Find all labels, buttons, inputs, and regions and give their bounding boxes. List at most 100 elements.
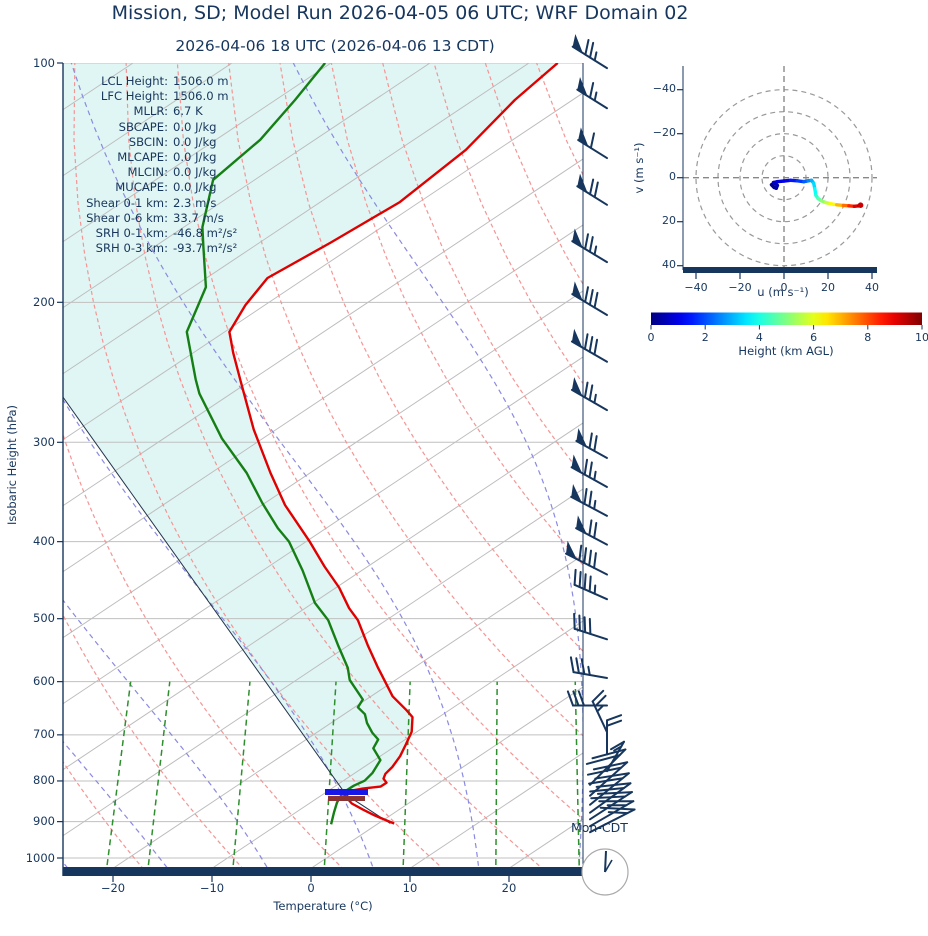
hodograph-y-tick-label: −20: [652, 126, 676, 140]
pressure-tick-label: 500: [33, 611, 55, 626]
barb-feather: [589, 41, 595, 59]
hodograph-x-tick-label: 0: [780, 281, 788, 294]
colorbar-tick-label: 10: [915, 331, 928, 344]
dry-adiabat-line: [896, 63, 928, 875]
barb-pennant: [572, 228, 583, 248]
barb-feather: [588, 336, 594, 353]
surface-bar: [63, 867, 583, 876]
barb-staff: [565, 552, 608, 576]
barb-feather: [588, 519, 593, 537]
barb-feather: [572, 690, 580, 707]
barb-pennant: [576, 515, 587, 534]
barb-feather: [585, 754, 621, 765]
stat-row: Shear 0-6 km: 33.7 m/s: [56, 211, 237, 226]
barb-staff: [575, 439, 608, 459]
barb-feather: [592, 761, 629, 771]
barb-half-feather: [593, 584, 597, 595]
stat-label: MLLR:: [133, 104, 168, 119]
temperature-tick-label: 20: [501, 881, 517, 895]
barb-feather: [588, 777, 624, 785]
stat-value: 0.0 J/kg: [173, 165, 217, 180]
temperature-tick-label: −20: [100, 881, 126, 895]
barb-feather: [589, 178, 595, 196]
barb-feather: [583, 573, 587, 591]
barb-feather: [606, 714, 623, 722]
temperature-axis-label: Temperature (°C): [273, 899, 373, 913]
barb-pennant: [578, 127, 589, 147]
stat-row: MLCIN: 0.0 J/kg: [56, 165, 237, 180]
dry-adiabat-line: [845, 63, 928, 875]
surface-clock: [581, 848, 629, 896]
barb-pennant: [571, 483, 582, 503]
barb-feather: [580, 658, 586, 675]
isotherm-line: [63, 63, 332, 243]
isotherm-line: [498, 818, 583, 875]
lfc-marker: [328, 796, 365, 801]
dry-adiabat-line: [433, 63, 583, 385]
dry-adiabat-line: [176, 63, 583, 820]
stat-value: 0.0 J/kg: [173, 119, 217, 134]
lcl-marker: [325, 789, 368, 795]
barb-feather: [586, 766, 623, 776]
barb-feather: [593, 694, 607, 708]
barb-feather: [591, 689, 605, 703]
stat-row: MLLR: 6.7 K: [56, 104, 237, 119]
hodograph-y-tick-label: 0: [669, 170, 676, 184]
barb-half-feather: [593, 393, 597, 404]
pressure-tick-label: 100: [33, 55, 55, 70]
moist-adiabat-line: [63, 740, 174, 875]
barb-pennant: [571, 377, 583, 396]
pressure-tick-label: 300: [33, 434, 55, 449]
stat-value: -46.8 m²/s²: [173, 226, 238, 241]
barb-feather: [588, 461, 593, 479]
barb-half-feather: [593, 499, 597, 511]
isotherm-line: [63, 63, 530, 375]
barb-feather: [593, 291, 599, 309]
barb-feather: [590, 795, 627, 800]
stat-value: 1506.0 m: [173, 89, 229, 104]
barb-feather: [588, 549, 593, 567]
barb-feather: [578, 571, 582, 589]
barb-half-feather: [613, 745, 623, 752]
dry-adiabat-line: [63, 760, 149, 875]
stat-row: LFC Height: 1506.0 m: [56, 89, 237, 104]
barb-feather: [588, 384, 594, 402]
barb-feather: [578, 544, 583, 562]
pressure-tick-label: 700: [33, 727, 55, 742]
dry-adiabat-line: [691, 63, 928, 875]
isotherm-line: [63, 92, 583, 441]
dry-adiabat-line: [536, 63, 583, 177]
isotherm-line: [63, 290, 583, 639]
barb-feather: [593, 338, 599, 356]
barb-pennant: [572, 281, 583, 301]
barb-feather: [588, 490, 593, 508]
stat-label: SBCIN:: [128, 134, 168, 149]
hodograph-bottom-bar: [683, 267, 877, 273]
barb-feather: [596, 791, 633, 795]
barb-feather: [588, 432, 593, 450]
temperature-tick-label: −10: [199, 881, 225, 895]
stat-value: -93.7 m²/s²: [173, 241, 238, 256]
barb-feather: [584, 286, 590, 303]
stat-label: SBCAPE:: [118, 119, 168, 134]
colorbar-tick-label: 4: [755, 331, 763, 344]
surface-time-label: Mon-CDT: [571, 820, 628, 835]
dewpoint-curve: [185, 63, 382, 825]
hodograph-x-tick-label: 20: [821, 281, 835, 294]
isotherm-line: [201, 620, 583, 875]
stat-row: Shear 0-1 km: 2.3 m/s: [56, 196, 237, 211]
stat-value: 0.0 J/kg: [173, 150, 217, 165]
barb-feather: [588, 236, 594, 253]
barb-feather: [566, 690, 574, 707]
barb-feather: [589, 81, 595, 99]
barb-feather: [595, 782, 632, 788]
barb-half-feather: [596, 704, 605, 713]
barb-pennant: [577, 76, 588, 97]
barb-feather: [583, 381, 589, 399]
stat-value: 6.7 K: [173, 104, 203, 119]
height-colorbar: [651, 312, 922, 325]
barb-half-feather: [593, 51, 598, 62]
barb-feather: [591, 748, 627, 760]
isotherm-line: [63, 356, 583, 705]
